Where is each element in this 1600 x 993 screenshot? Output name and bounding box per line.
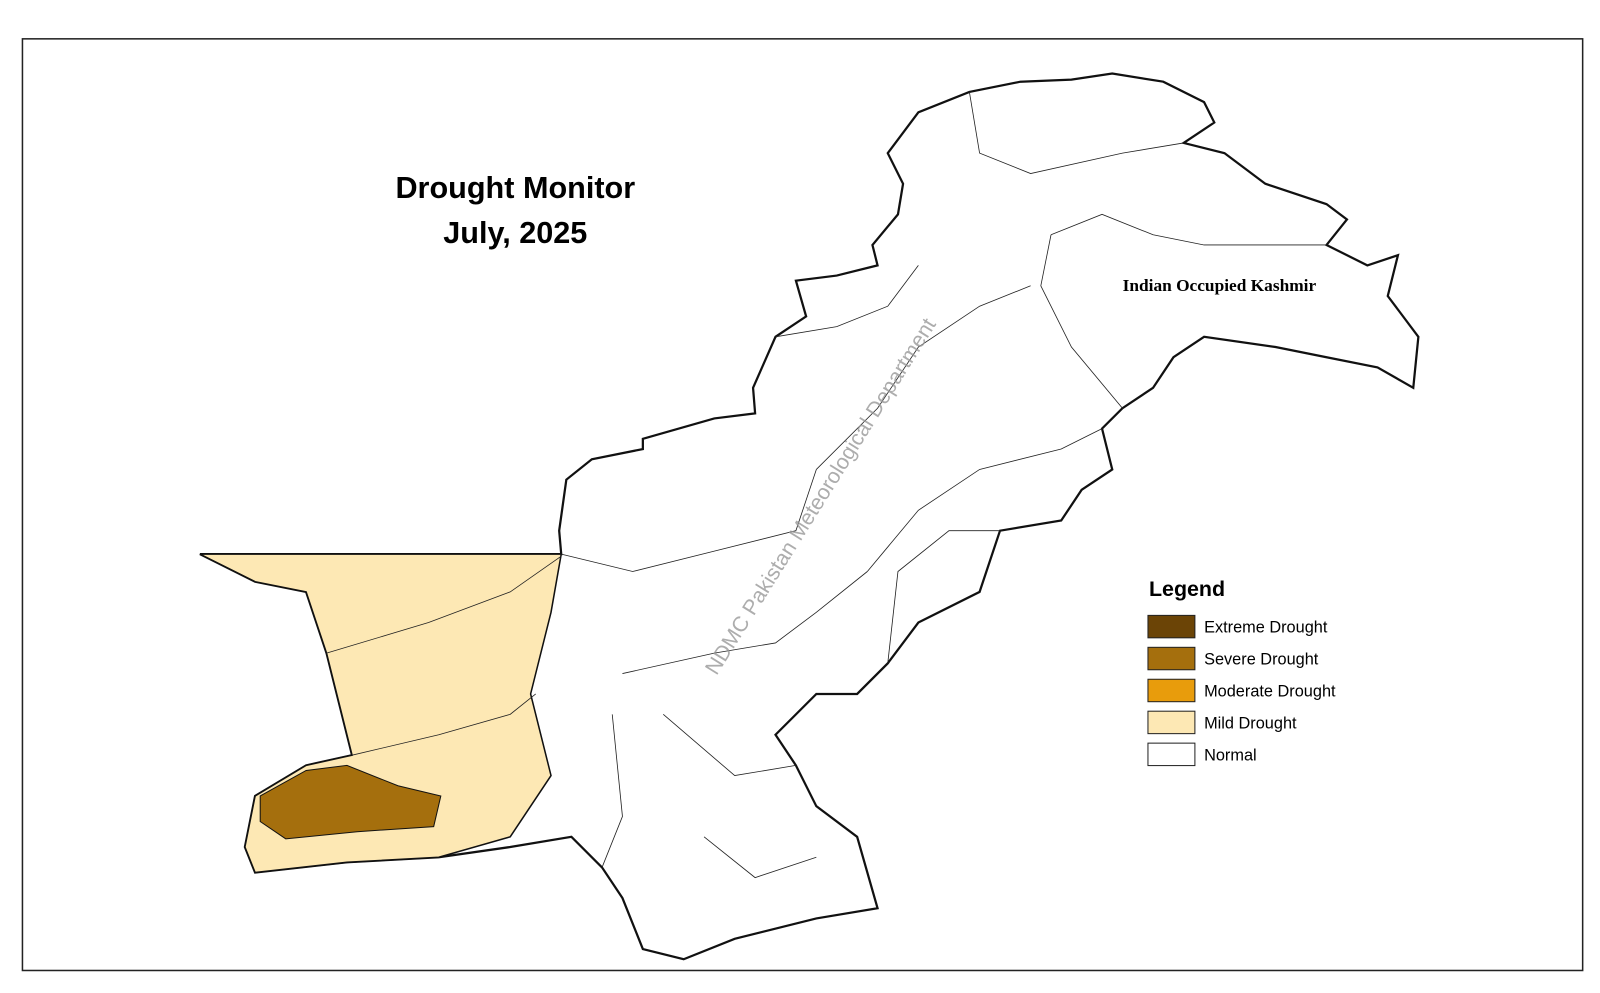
legend-title: Legend bbox=[1149, 577, 1225, 601]
legend-label: Severe Drought bbox=[1204, 651, 1319, 669]
legend-swatch bbox=[1147, 678, 1196, 703]
severe-drought-region bbox=[259, 764, 442, 840]
legend-swatch bbox=[1147, 646, 1196, 671]
legend-label: Normal bbox=[1204, 746, 1257, 764]
legend-swatch bbox=[1147, 742, 1196, 767]
legend-label: Mild Drought bbox=[1204, 715, 1297, 733]
region-label: Indian Occupied Kashmir bbox=[1123, 276, 1317, 295]
legend: Extreme Drought Severe Drought Moderate Dr… bbox=[1147, 614, 1336, 767]
legend-label: Extreme Drought bbox=[1204, 619, 1328, 637]
legend-label: Moderate Drought bbox=[1204, 683, 1336, 701]
legend-swatch bbox=[1147, 710, 1196, 735]
title-line: July, 2025 bbox=[443, 216, 587, 250]
legend-swatch bbox=[1147, 614, 1196, 639]
title-line: Drought Monitor bbox=[395, 171, 635, 205]
district-boundaries bbox=[326, 91, 1327, 879]
